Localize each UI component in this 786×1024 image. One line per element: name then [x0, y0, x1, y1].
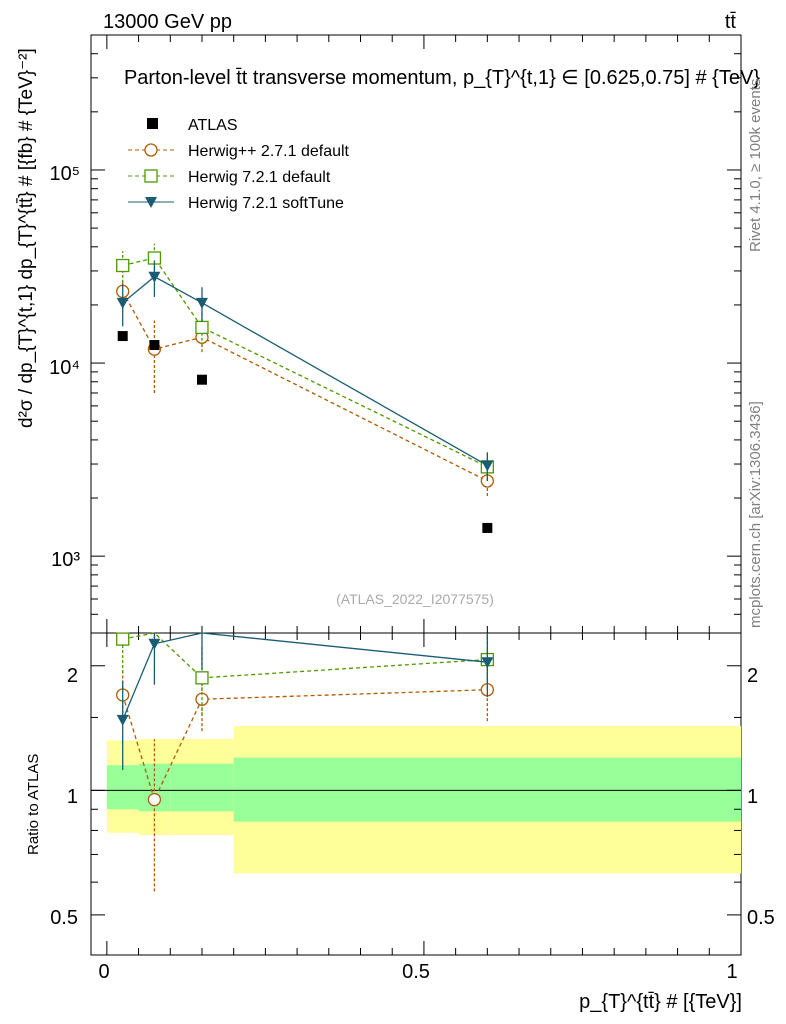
ratio-point: [116, 632, 130, 646]
x-axis-label: p_{T}^{tt̄} # [{TeV}]: [579, 991, 742, 1013]
x-tick-label-1: 1: [726, 961, 737, 983]
x-tick-label-0p5: 0.5: [402, 961, 430, 983]
series-point: [481, 460, 494, 472]
series-line-2: [122, 275, 488, 467]
chart-title: Parton-level t̄t transverse momentum, p_…: [124, 67, 760, 89]
ratio-tick-label-2: 2: [67, 665, 78, 687]
ratio-band-inner: [233, 757, 741, 822]
legend-marker-herwig7-default: [144, 169, 158, 183]
ratio-tick-label-0p5-right: 0.5: [747, 907, 775, 929]
ratio-tick-label-1-right: 1: [747, 786, 758, 808]
legend-label-atlas: ATLAS: [188, 117, 238, 134]
x-tick-label-0: 0: [98, 961, 109, 983]
ratio-axis-ticks: [91, 633, 742, 955]
series-line-0: [122, 291, 488, 482]
legend-label-herwigpp: Herwig++ 2.7.1 default: [188, 143, 350, 160]
series-point: [195, 320, 209, 335]
legend-label-herwig7-default: Herwig 7.2.1 default: [188, 169, 331, 186]
ratio-series-line-0: [122, 689, 488, 802]
series-layer: [116, 243, 494, 892]
analysis-watermark: (ATLAS_2022_I2077575): [336, 591, 494, 607]
legend-marker-herwig7-softtune: [145, 197, 157, 208]
process-label: tt̄: [725, 11, 737, 33]
legend-label-herwig7-softtune: Herwig 7.2.1 softTune: [188, 195, 344, 212]
mcplots-label: mcplots.cern.ch [arXiv:1306.3436]: [747, 401, 764, 628]
energy-label: 13000 GeV pp: [103, 11, 232, 33]
ratio-tick-label-0p5: 0.5: [50, 907, 78, 929]
ratio-point: [147, 792, 162, 807]
ratio-tick-label-2-right: 2: [747, 665, 758, 687]
ratio-point: [481, 657, 494, 669]
y-tick-label-1e4: 10⁴: [49, 357, 80, 379]
ratio-point: [116, 714, 129, 726]
atlas-data-point: [482, 522, 493, 533]
ratio-series-line-1: [122, 632, 488, 679]
series-point: [116, 258, 130, 273]
series-line-1: [122, 257, 488, 468]
series-point: [195, 297, 208, 309]
atlas-data-point: [117, 331, 128, 342]
ratio-series-line-2: [122, 632, 488, 721]
y-axis-label: d²σ / dp_{T}^{t,1} dp_{T}^{tt̄} # [{fb} …: [16, 48, 37, 428]
ratio-band-inner: [170, 763, 234, 812]
ratio-y-axis-label: Ratio to ATLAS: [25, 754, 42, 855]
atlas-data-point: [196, 374, 207, 385]
ratio-uncertainty-bands: [106, 726, 741, 874]
ratio-tick-label-1: 1: [67, 786, 78, 808]
series-point: [148, 271, 161, 283]
legend: ATLAS Herwig++ 2.7.1 default Herwig 7.2.…: [128, 117, 350, 212]
series-point: [116, 297, 129, 309]
ratio-band-inner: [106, 765, 139, 810]
ratio-point: [148, 638, 161, 650]
ratio-point: [195, 671, 209, 685]
atlas-data-point: [149, 340, 160, 351]
legend-marker-herwigpp: [144, 143, 158, 157]
rivet-version-label: Rivet 4.1.0, ≥ 100k events: [747, 79, 764, 252]
main-axis-ticks: [91, 34, 742, 634]
y-tick-label-1e5: 10⁵: [49, 163, 80, 185]
legend-marker-atlas: [147, 118, 158, 129]
y-tick-label-1e3: 10³: [51, 549, 80, 571]
